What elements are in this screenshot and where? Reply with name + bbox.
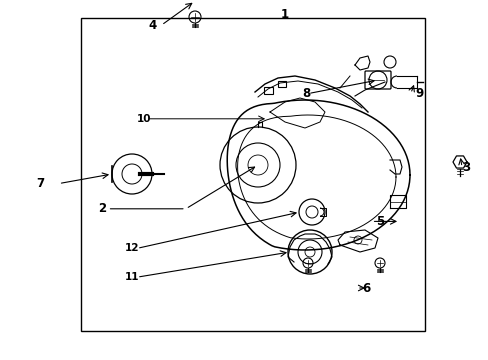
Bar [81,18,425,331]
Text: 10: 10 [137,114,151,124]
Text: 11: 11 [124,272,139,282]
Text: 3: 3 [461,161,469,174]
Text: 5: 5 [376,215,384,228]
Text: 12: 12 [124,243,139,253]
Text: 7: 7 [37,177,45,190]
Text: 9: 9 [415,87,423,100]
Text: 2: 2 [98,202,106,215]
Bar [278,81,285,87]
Text: 4: 4 [148,19,156,32]
Text: 8: 8 [302,87,310,100]
Text: 1: 1 [281,8,289,21]
Bar [263,86,272,94]
Text: 6: 6 [361,282,369,294]
